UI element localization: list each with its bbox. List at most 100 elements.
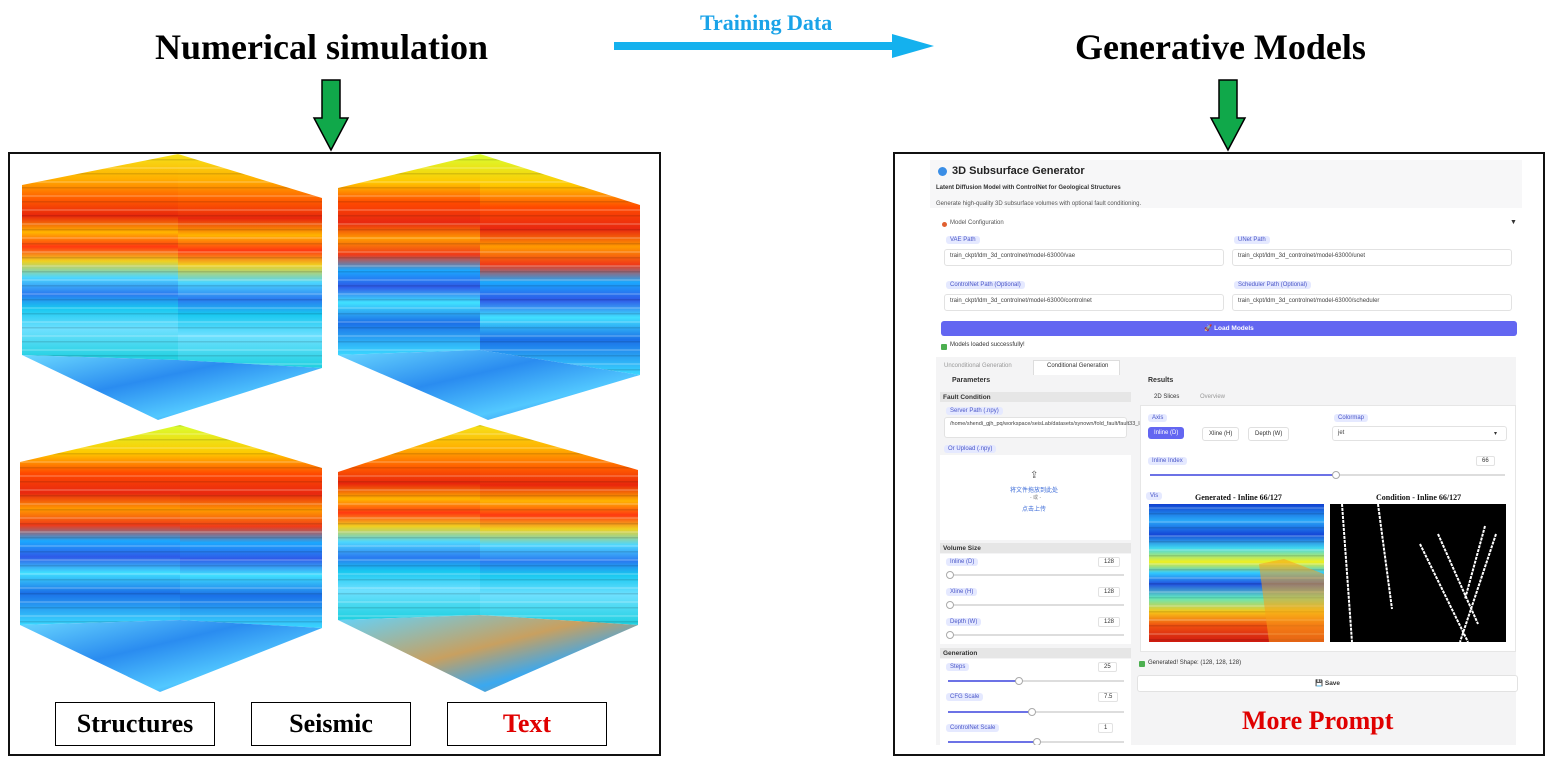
- upload-hint-3: 点击上传: [1022, 507, 1047, 513]
- subsurface-generator-app: 3D Subsurface Generator Latent Diffusion…: [930, 160, 1522, 745]
- seismic-cubes: [20, 154, 640, 692]
- colormap-select[interactable]: jet: [1332, 426, 1507, 441]
- controlnet-scale-knob[interactable]: [1033, 738, 1041, 745]
- save-icon: 💾: [1314, 680, 1325, 687]
- cfg-scale-slider[interactable]: [948, 708, 1124, 716]
- rocket-icon: 🚀: [1204, 325, 1215, 332]
- upload-icon: ⇪: [1030, 470, 1039, 481]
- generated-check-icon: [1139, 661, 1145, 667]
- app-title: 3D Subsurface Generator: [952, 165, 1085, 177]
- viz-label: Vis: [1146, 492, 1163, 500]
- collapse-toggle-icon[interactable]: ▼: [1510, 219, 1517, 226]
- cfg-scale-knob[interactable]: [1027, 708, 1036, 716]
- axis-depth-radio[interactable]: Depth (W): [1248, 427, 1290, 441]
- generation-section: Generation: [940, 648, 1131, 658]
- app-subtitle: Latent Diffusion Model with ControlNet f…: [936, 185, 1121, 191]
- app-description: Generate high-quality 3D subsurface volu…: [936, 201, 1142, 207]
- volume-size-section: Volume Size: [940, 543, 1131, 553]
- training-arrow: [614, 34, 934, 58]
- xline-size-value[interactable]: 128: [1098, 587, 1121, 597]
- tab-conditional-bg[interactable]: [1033, 360, 1120, 375]
- generated-slice-image: [1149, 504, 1324, 642]
- scheduler-path-label: Scheduler Path (Optional): [1234, 281, 1312, 289]
- app-logo-icon: [938, 167, 947, 176]
- depth-size-knob[interactable]: [946, 631, 954, 639]
- unet-path-label: UNet Path: [1234, 236, 1270, 244]
- condition-slice-image: [1330, 504, 1506, 642]
- vae-path-label: VAE Path: [946, 236, 980, 244]
- cube-structures-1: [22, 154, 322, 420]
- down-arrow-right: [1209, 79, 1247, 152]
- depth-size-value[interactable]: 128: [1098, 617, 1121, 627]
- app-header-bg: [930, 160, 1522, 208]
- results-title: Results: [1148, 377, 1174, 384]
- unet-path-input[interactable]: train_ckpt/ldm_3d_controlnet/model-63000…: [1232, 249, 1512, 266]
- numerical-simulation-header: Numerical simulation: [155, 27, 488, 67]
- scheduler-path-input[interactable]: train_ckpt/ldm_3d_controlnet/model-63000…: [1232, 294, 1512, 311]
- xline-size-label: Xline (H): [946, 588, 978, 596]
- controlnet-scale-label: ControlNet Scale: [946, 724, 1000, 732]
- steps-value[interactable]: 25: [1098, 662, 1117, 672]
- tab-conditional[interactable]: Conditional Generation: [1047, 363, 1109, 369]
- controlnet-scale-value[interactable]: 1: [1098, 723, 1114, 733]
- inline-index-knob[interactable]: [1331, 471, 1340, 479]
- steps-knob[interactable]: [1015, 677, 1024, 685]
- server-path-input[interactable]: /home/shendi_gjh_pq/workspace/seisLab/da…: [944, 417, 1160, 438]
- steps-slider[interactable]: [948, 677, 1124, 685]
- structures-label: Structures: [55, 702, 215, 746]
- upload-dropzone[interactable]: [940, 455, 1131, 540]
- loaded-status: Models loaded successfully!: [950, 342, 1025, 348]
- generated-slice-title: Generated - Inline 66/127: [1195, 493, 1282, 502]
- seismic-label: Seismic: [251, 702, 411, 746]
- axis-xline-radio[interactable]: Xline (H): [1202, 427, 1240, 441]
- inline-size-label: Inline (D): [946, 558, 979, 566]
- cube-structures-2: [20, 425, 322, 692]
- xline-size-slider[interactable]: [946, 601, 1124, 609]
- loaded-check-icon: [941, 344, 947, 350]
- inline-index-value[interactable]: 66: [1476, 456, 1495, 466]
- save-label: Save: [1324, 680, 1341, 687]
- generated-status: Generated! Shape: (128, 128, 128): [1148, 660, 1242, 666]
- down-arrow-left: [312, 79, 350, 152]
- upload-label: Or Upload (.npy): [944, 445, 997, 453]
- text-label: Text: [447, 702, 607, 746]
- load-models-label: Load Models: [1214, 325, 1254, 332]
- cube-seismic-1: [338, 154, 640, 420]
- upload-hint-2: - 或 -: [1030, 495, 1042, 501]
- inline-size-knob[interactable]: [946, 571, 954, 579]
- inline-size-slider[interactable]: [946, 571, 1124, 579]
- inline-row-bg: [940, 554, 1131, 644]
- controlnet-scale-slider[interactable]: [948, 738, 1124, 745]
- cube-seismic-2: [338, 425, 638, 692]
- upload-hint-1: 将文件拖放到此处: [1010, 488, 1059, 494]
- colormap-label: Colormap: [1334, 414, 1369, 422]
- condition-slice-title: Condition - Inline 66/127: [1376, 493, 1462, 502]
- chevron-down-icon[interactable]: ▾: [1494, 431, 1498, 437]
- depth-size-slider[interactable]: [946, 631, 1124, 639]
- cfg-scale-value[interactable]: 7.5: [1098, 692, 1119, 702]
- generative-models-header: Generative Models: [1075, 27, 1366, 67]
- more-prompt-label: More Prompt: [1242, 706, 1394, 735]
- model-config-title[interactable]: Model Configuration: [950, 220, 1004, 226]
- axis-label: Axis: [1148, 414, 1168, 422]
- inline-size-value[interactable]: 128: [1098, 557, 1121, 567]
- server-path-label: Server Path (.npy): [946, 407, 1003, 415]
- save-button[interactable]: 💾 Save: [1137, 675, 1518, 692]
- training-data-label: Training Data: [700, 10, 833, 35]
- inline-index-label: Inline Index: [1148, 457, 1187, 465]
- model-config-icon: [942, 222, 947, 227]
- xline-size-knob[interactable]: [946, 601, 954, 609]
- vae-path-input[interactable]: train_ckpt/ldm_3d_controlnet/model-63000…: [944, 249, 1224, 266]
- axis-inline-radio[interactable]: Inline (D): [1148, 427, 1185, 439]
- cfg-scale-label: CFG Scale: [946, 693, 984, 701]
- controlnet-path-input[interactable]: train_ckpt/ldm_3d_controlnet/model-63000…: [944, 294, 1224, 311]
- tab-unconditional[interactable]: Unconditional Generation: [944, 363, 1012, 369]
- tab-2d-slices[interactable]: 2D Slices: [1154, 394, 1180, 400]
- parameters-title: Parameters: [952, 377, 991, 384]
- steps-label: Steps: [946, 663, 970, 671]
- load-models-button[interactable]: 🚀 Load Models: [941, 321, 1517, 336]
- inline-index-slider[interactable]: [1150, 471, 1505, 479]
- depth-size-label: Depth (W): [946, 618, 982, 626]
- fault-condition-section: Fault Condition: [940, 392, 1131, 402]
- tab-overview[interactable]: Overview: [1200, 394, 1226, 400]
